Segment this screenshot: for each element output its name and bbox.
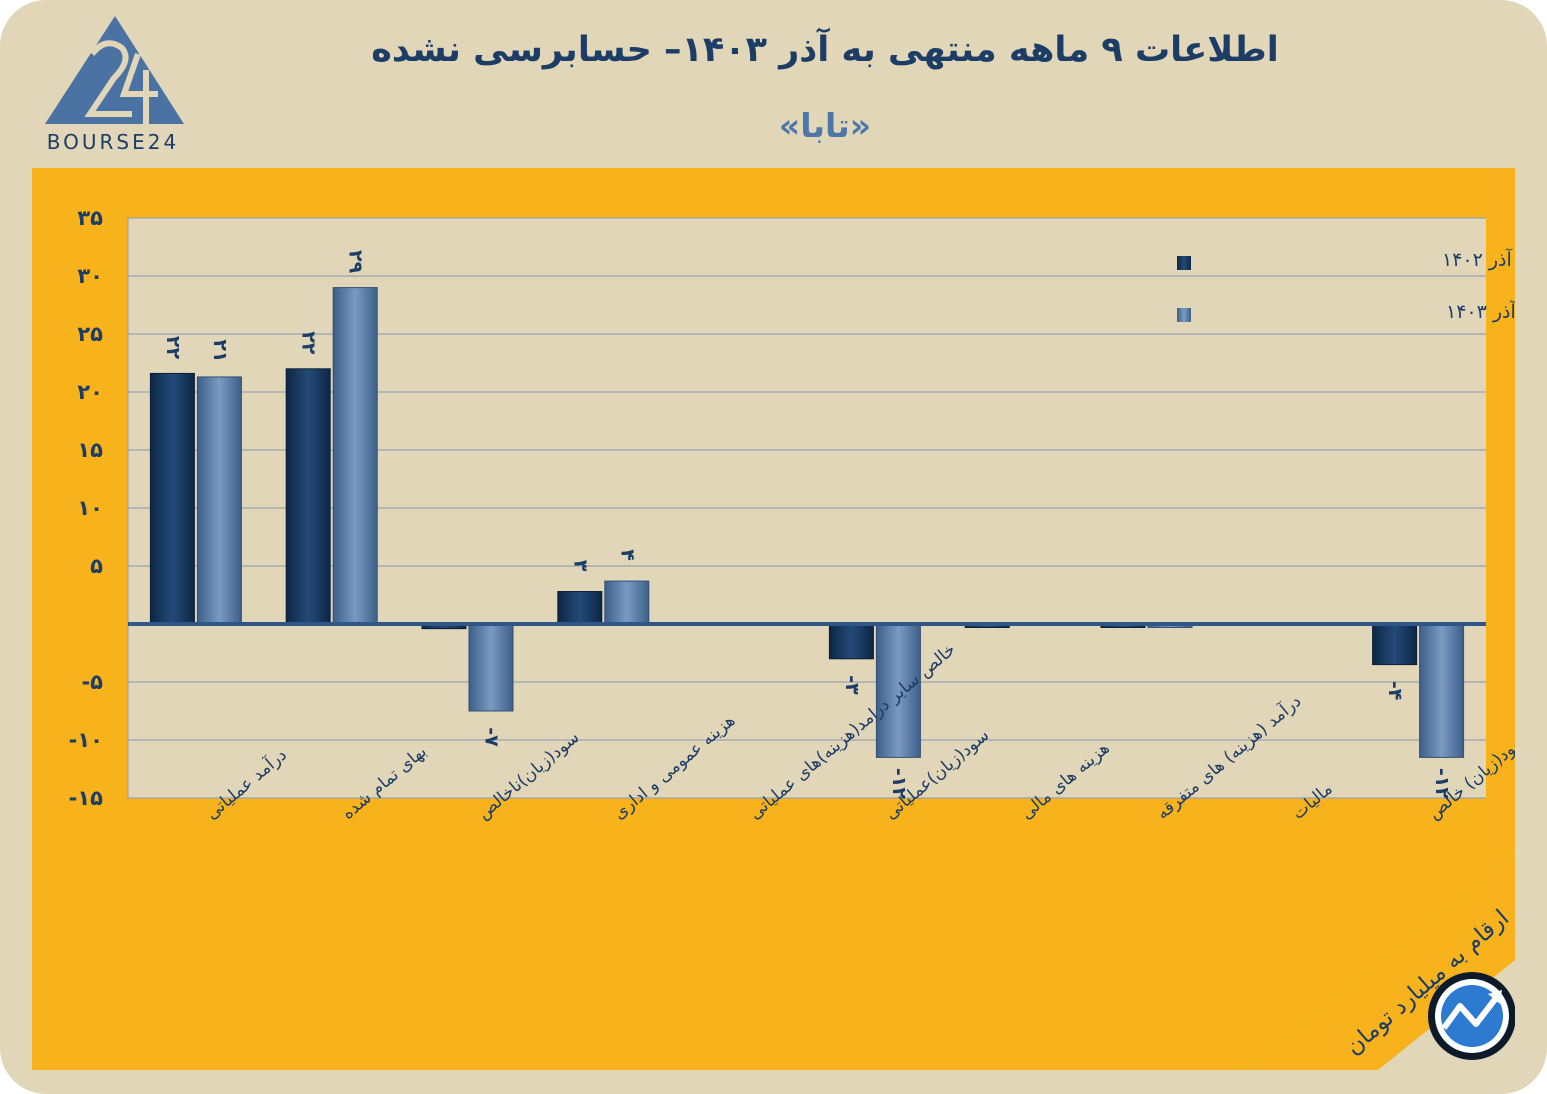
data-label: ۴ <box>616 549 638 561</box>
y-tick-label: ۱۰ <box>77 496 103 520</box>
legend-label-1403: عملکرد منتهی به آذر ۱۴۰۳ <box>1446 299 1515 323</box>
bar-1402-5 <box>828 623 874 660</box>
trend-arrow-icon <box>1428 972 1516 1060</box>
bar-1402-0 <box>149 372 195 625</box>
y-tick-label: ۲۰ <box>77 380 103 404</box>
y-tick-label: ۳۰ <box>77 264 103 288</box>
y-tick-label: -۱۰ <box>69 728 103 752</box>
data-label: -۷ <box>481 727 503 747</box>
data-label: ۲۹ <box>345 250 367 274</box>
data-label: -۱۲ <box>1431 768 1453 799</box>
y-tick-label: ۲۵ <box>77 322 103 346</box>
y-tick-label: ۳۵ <box>77 206 103 230</box>
data-label: ۳ <box>569 560 591 572</box>
chart-panel: -۱۵ -۱۰ -۵ ۵ ۱۰ ۱۵ ۲۰ ۲۵ ۳۰ ۳۵ درآمد عملیاتی بهای … <box>32 168 1547 1070</box>
y-tick-label: -۵ <box>81 670 103 694</box>
logo-text: BOURSE24 <box>46 130 180 154</box>
y-tick-label: -۱۵ <box>69 786 104 810</box>
bourse24-logo-icon <box>40 14 190 159</box>
legend-label-1402: عملکرد منتهی به آذر ۱۴۰۲ <box>1442 247 1515 271</box>
data-label: -۳ <box>841 675 863 695</box>
bar-1402-9 <box>1372 623 1418 666</box>
page-subtitle: «تابا» <box>778 106 872 145</box>
legend-swatch-1402 <box>1177 256 1191 270</box>
bar-1403-5 <box>875 623 921 758</box>
corner-band <box>1244 854 1515 1070</box>
data-label: ۲۲ <box>162 336 184 360</box>
bar-1402-3 <box>557 591 603 625</box>
bar-1402-1 <box>285 368 331 625</box>
bar-1403-2 <box>468 623 514 712</box>
data-label: -۱۲ <box>888 768 910 799</box>
y-tick-label: ۱۵ <box>77 438 103 462</box>
legend-swatch-1403 <box>1177 308 1191 322</box>
y-tick-label: ۵ <box>90 554 103 578</box>
data-label: -۴ <box>1384 681 1406 700</box>
bar-1403-9 <box>1419 623 1465 758</box>
bar-1403-3 <box>604 580 650 625</box>
bar-1403-1 <box>332 287 378 625</box>
data-label: ۲۱ <box>209 339 231 362</box>
bar-1403-0 <box>196 376 242 625</box>
page-title: اطلاعات ۹ ماهه منتهی به آذر ۱۴۰۳– حسابرس… <box>371 30 1279 70</box>
data-label: ۲۲ <box>298 331 320 355</box>
